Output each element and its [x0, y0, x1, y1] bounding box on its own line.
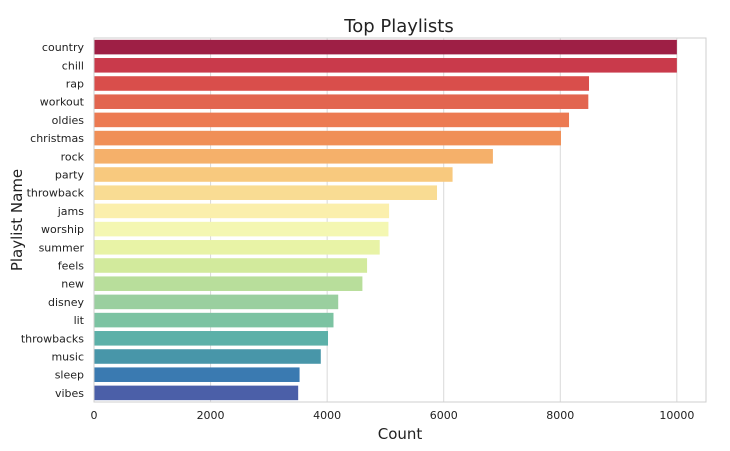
y-tick-label-workout: workout: [40, 96, 85, 109]
y-tick-label-summer: summer: [39, 241, 85, 254]
bar-worship: [94, 221, 389, 237]
y-tick-label-country: country: [42, 41, 85, 54]
chart-title: Top Playlists: [343, 16, 453, 37]
y-tick-label-oldies: oldies: [52, 114, 85, 127]
bar-rap: [94, 76, 590, 91]
bar-vibes: [94, 385, 299, 401]
y-tick-label-vibes: vibes: [55, 387, 84, 400]
bar-workout: [94, 94, 589, 109]
y-tick-label-sleep: sleep: [55, 369, 84, 382]
bar-country: [94, 39, 677, 55]
bar-music: [94, 349, 321, 364]
y-tick-label-rap: rap: [66, 78, 84, 91]
x-tick-label: 10000: [659, 409, 694, 422]
bar-sleep: [94, 367, 300, 382]
y-tick-label-music: music: [51, 351, 84, 364]
x-tick-labels: 0 2000 4000 6000 8000 10000: [91, 409, 695, 422]
y-tick-label-christmas: christmas: [30, 132, 84, 145]
y-tick-label-worship: worship: [41, 223, 84, 236]
y-tick-label-throwback: throwback: [27, 187, 85, 200]
bar-oldies: [94, 112, 570, 128]
bar-jams: [94, 203, 390, 219]
bar-summer: [94, 240, 380, 255]
y-tick-label-disney: disney: [48, 296, 85, 309]
y-axis-label: Playlist Name: [8, 169, 26, 271]
bars: [94, 39, 677, 401]
bar-throwback: [94, 185, 438, 200]
y-tick-label-jams: jams: [57, 205, 85, 218]
bar-party: [94, 167, 453, 182]
bar-throwbacks: [94, 331, 329, 346]
bar-disney: [94, 294, 339, 310]
x-axis-label: Count: [378, 425, 423, 443]
y-tick-label-feels: feels: [58, 260, 84, 273]
bar-christmas: [94, 130, 561, 146]
x-tick-label: 4000: [313, 409, 341, 422]
bar-lit: [94, 312, 334, 328]
x-tick-label: 2000: [197, 409, 225, 422]
y-tick-label-chill: chill: [62, 59, 84, 72]
x-tick-label: 0: [91, 409, 98, 422]
plot-frame: [93, 37, 707, 403]
y-tick-label-new: new: [61, 278, 84, 291]
bar-rock: [94, 149, 493, 164]
y-tick-label-party: party: [55, 169, 85, 182]
y-tick-label-throwbacks: throwbacks: [21, 332, 84, 345]
y-tick-label-lit: lit: [74, 314, 85, 327]
x-tick-label: 6000: [430, 409, 458, 422]
bar-new: [94, 276, 363, 291]
grid: [210, 38, 678, 402]
x-tick-label: 8000: [546, 409, 574, 422]
bar-feels: [94, 258, 368, 273]
y-tick-label-rock: rock: [61, 150, 85, 163]
y-tick-labels: country chill rap workout oldies christmas roc…: [21, 41, 85, 400]
bar-chill: [94, 58, 677, 73]
